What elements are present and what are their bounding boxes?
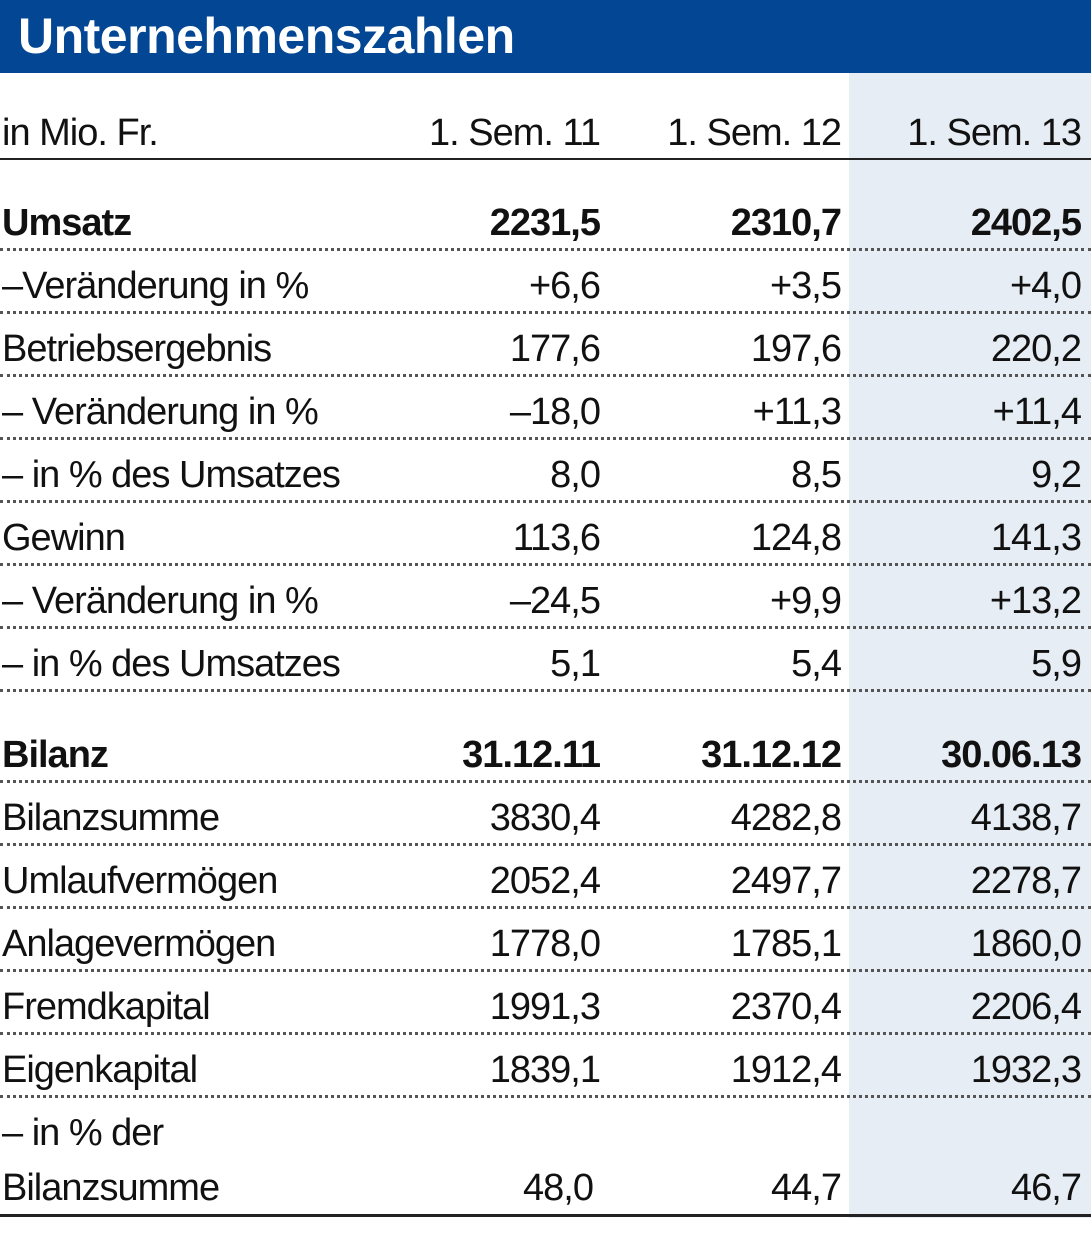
value-sem11: +6,6 (528, 265, 601, 307)
value-sem13: +13,2 (989, 580, 1082, 622)
table-row: – Veränderung in % –24,5 +9,9 +13,2 (0, 582, 1091, 629)
row-label: Umlaufvermögen (2, 860, 278, 902)
row-label: Bilanz (2, 734, 109, 776)
value-col3: 2278,7 (970, 860, 1082, 902)
value-sem13: 5,9 (1031, 643, 1082, 685)
value-sem11: 177,6 (509, 328, 601, 370)
value-col2: 1912,4 (730, 1049, 842, 1091)
value-col2: 4282,8 (730, 797, 842, 839)
table-row: – Veränderung in % –18,0 +11,3 +11,4 (0, 393, 1091, 440)
table-row-equity-ratio: – in % der Bilanzsumme 48,0 44,7 46,7 (0, 1114, 1091, 1214)
column-header-3: 1. Sem. 13 (907, 112, 1082, 154)
value-col3: 4138,7 (970, 797, 1082, 839)
table-title: Unternehmenszahlen (18, 8, 515, 64)
unit-label: in Mio. Fr. (2, 112, 159, 154)
table-row: Eigenkapital 1839,1 1912,4 1932,3 (0, 1051, 1091, 1098)
value-sem13: 220,2 (990, 328, 1082, 370)
row-label: Eigenkapital (2, 1049, 198, 1091)
table-row: Bilanzsumme 3830,4 4282,8 4138,7 (0, 799, 1091, 846)
value-col2: 2370,4 (730, 986, 842, 1028)
value-sem13: 141,3 (990, 517, 1082, 559)
value-sem11: 5,1 (550, 643, 601, 685)
value-sem12: 124,8 (750, 517, 842, 559)
current-period-column-shade (849, 73, 1091, 1218)
column-header-2: 1. Sem. 12 (667, 112, 842, 154)
value-sem13: 2402,5 (970, 202, 1082, 244)
value-sem12: 197,6 (750, 328, 842, 370)
value-sem11: 8,0 (550, 454, 601, 496)
table-row: Anlagevermögen 1778,0 1785,1 1860,0 (0, 925, 1091, 972)
table-bottom-rule (0, 1214, 1091, 1217)
value-sem12: 2310,7 (730, 202, 842, 244)
value-col2: 1785,1 (730, 923, 842, 965)
row-label: Anlagevermögen (2, 923, 276, 965)
value-sem12: +9,9 (769, 580, 842, 622)
value-date-3: 30.06.13 (941, 734, 1082, 776)
value-sem13: +11,4 (992, 391, 1082, 433)
value-sem12: +11,3 (752, 391, 842, 433)
row-label: Bilanzsumme (2, 797, 220, 839)
value-date-1: 31.12.11 (462, 734, 601, 776)
table-row: Betriebsergebnis 177,6 197,6 220,2 (0, 330, 1091, 377)
value-sem11: –18,0 (509, 391, 601, 433)
table-row: – in % des Umsatzes 5,1 5,4 5,9 (0, 645, 1091, 692)
value-col3: 1860,0 (970, 923, 1082, 965)
row-label: – in % des Umsatzes (2, 454, 341, 496)
value-sem12: +3,5 (769, 265, 842, 307)
column-header-row: in Mio. Fr. 1. Sem. 11 1. Sem. 12 1. Sem… (0, 114, 1091, 158)
value-sem13: +4,0 (1009, 265, 1082, 307)
value-col2: 2497,7 (730, 860, 842, 902)
header-divider (0, 158, 1091, 160)
value-col1: 3830,4 (489, 797, 601, 839)
row-label-line1: – in % der (2, 1112, 164, 1154)
value-col1: 48,0 (523, 1167, 594, 1209)
row-label: –Veränderung in % (2, 265, 309, 307)
value-col1: 1839,1 (489, 1049, 601, 1091)
value-col3: 2206,4 (970, 986, 1082, 1028)
row-label: Umsatz (2, 202, 132, 244)
value-col3: 1932,3 (970, 1049, 1082, 1091)
column-header-1: 1. Sem. 11 (429, 112, 601, 154)
table-row: Umlaufvermögen 2052,4 2497,7 2278,7 (0, 862, 1091, 909)
value-col1: 1991,3 (489, 986, 601, 1028)
value-sem11: 2231,5 (489, 202, 601, 244)
row-label: Betriebsergebnis (2, 328, 272, 370)
row-label: Gewinn (2, 517, 126, 559)
table-row: –Veränderung in % +6,6 +3,5 +4,0 (0, 267, 1091, 314)
row-label: – Veränderung in % (2, 391, 319, 433)
value-col1: 2052,4 (489, 860, 601, 902)
section-row-umsatz: Umsatz 2231,5 2310,7 2402,5 (0, 204, 1091, 251)
value-col2: 44,7 (771, 1167, 842, 1209)
table-row: – in % des Umsatzes 8,0 8,5 9,2 (0, 456, 1091, 503)
value-sem11: 113,6 (512, 517, 601, 559)
table-row: Gewinn 113,6 124,8 141,3 (0, 519, 1091, 566)
row-label: – Veränderung in % (2, 580, 319, 622)
value-col1: 1778,0 (489, 923, 601, 965)
value-col3: 46,7 (1011, 1167, 1082, 1209)
title-bar: Unternehmenszahlen (0, 0, 1091, 73)
row-label-line2: Bilanzsumme (2, 1167, 220, 1209)
value-date-2: 31.12.12 (701, 734, 842, 776)
section-row-bilanz: Bilanz 31.12.11 31.12.12 30.06.13 (0, 736, 1091, 783)
row-label: – in % des Umsatzes (2, 643, 341, 685)
value-sem12: 5,4 (791, 643, 842, 685)
row-label: Fremdkapital (2, 986, 211, 1028)
value-sem12: 8,5 (791, 454, 842, 496)
table-row: Fremdkapital 1991,3 2370,4 2206,4 (0, 988, 1091, 1035)
value-sem13: 9,2 (1031, 454, 1082, 496)
value-sem11: –24,5 (509, 580, 601, 622)
